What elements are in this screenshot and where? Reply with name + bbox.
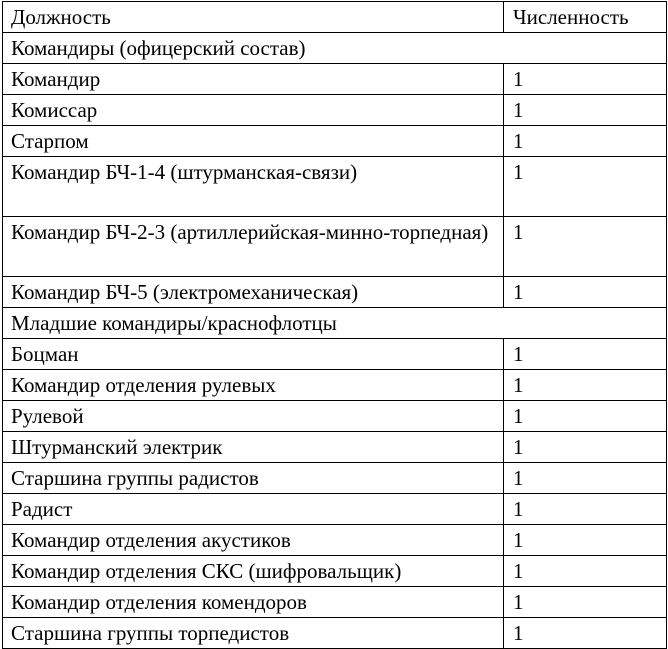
section-row: Младшие командиры/краснофлотцы [2,307,667,339]
count-cell: 1 [503,555,667,587]
count-cell: 1 [503,276,667,308]
position-cell: Командир БЧ-5 (электромеханическая) [2,276,504,308]
position-cell: Радист [2,493,504,525]
position-cell: Старшина группы радистов [2,462,504,494]
section-label: Командиры (офицерский состав) [2,32,667,64]
table-row: Командир отделения комендоров 1 [2,586,667,618]
count-cell: 1 [503,125,667,157]
position-cell: Командир отделения комендоров [2,586,504,618]
header-row: Должность Численность [2,1,667,33]
table-row: Командир 1 [2,63,667,95]
position-cell: Командир БЧ-2-3 (артиллерийская-минно-то… [2,216,504,277]
count-cell: 1 [503,431,667,463]
table-row: Командир БЧ-2-3 (артиллерийская-минно-то… [2,216,667,277]
position-cell: Командир отделения акустиков [2,524,504,556]
table-row: Штурманский электрик 1 [2,431,667,463]
position-cell: Рулевой [2,400,504,432]
table-row: Старшина группы радистов 1 [2,462,667,494]
position-cell: Боцман [2,338,504,370]
table-row: Рулевой 1 [2,400,667,432]
count-cell: 1 [503,462,667,494]
header-count: Численность [503,1,667,33]
position-cell: Комиссар [2,94,504,126]
position-cell: Старпом [2,125,504,157]
count-cell: 1 [503,94,667,126]
position-cell: Командир [2,63,504,95]
position-cell: Командир отделения СКС (шифровальщик) [2,555,504,587]
count-cell: 1 [503,586,667,618]
table-row: Боцман 1 [2,338,667,370]
position-cell: Штурманский электрик [2,431,504,463]
table-row: Командир отделения рулевых 1 [2,369,667,401]
section-row: Командиры (офицерский состав) [2,32,667,64]
position-cell: Командир БЧ-1-4 (штурманская-связи) [2,156,504,217]
table-row: Комиссар 1 [2,94,667,126]
table-row: Радист 1 [2,493,667,525]
table-row: Командир БЧ-1-4 (штурманская-связи) 1 [2,156,667,217]
table-row: Командир БЧ-5 (электромеханическая) 1 [2,276,667,308]
count-cell: 1 [503,338,667,370]
count-cell: 1 [503,63,667,95]
count-cell: 1 [503,524,667,556]
position-cell: Командир отделения рулевых [2,369,504,401]
table-row: Командир отделения СКС (шифровальщик) 1 [2,555,667,587]
count-cell: 1 [503,493,667,525]
section-label: Младшие командиры/краснофлотцы [2,307,667,339]
table-row: Старшина группы торпедистов 1 [2,617,667,649]
count-cell: 1 [503,156,667,217]
header-position: Должность [2,1,504,33]
count-cell: 1 [503,400,667,432]
table-row: Командир отделения акустиков 1 [2,524,667,556]
position-cell: Старшина группы торпедистов [2,617,504,649]
count-cell: 1 [503,369,667,401]
table-row: Старпом 1 [2,125,667,157]
count-cell: 1 [503,216,667,277]
count-cell: 1 [503,617,667,649]
